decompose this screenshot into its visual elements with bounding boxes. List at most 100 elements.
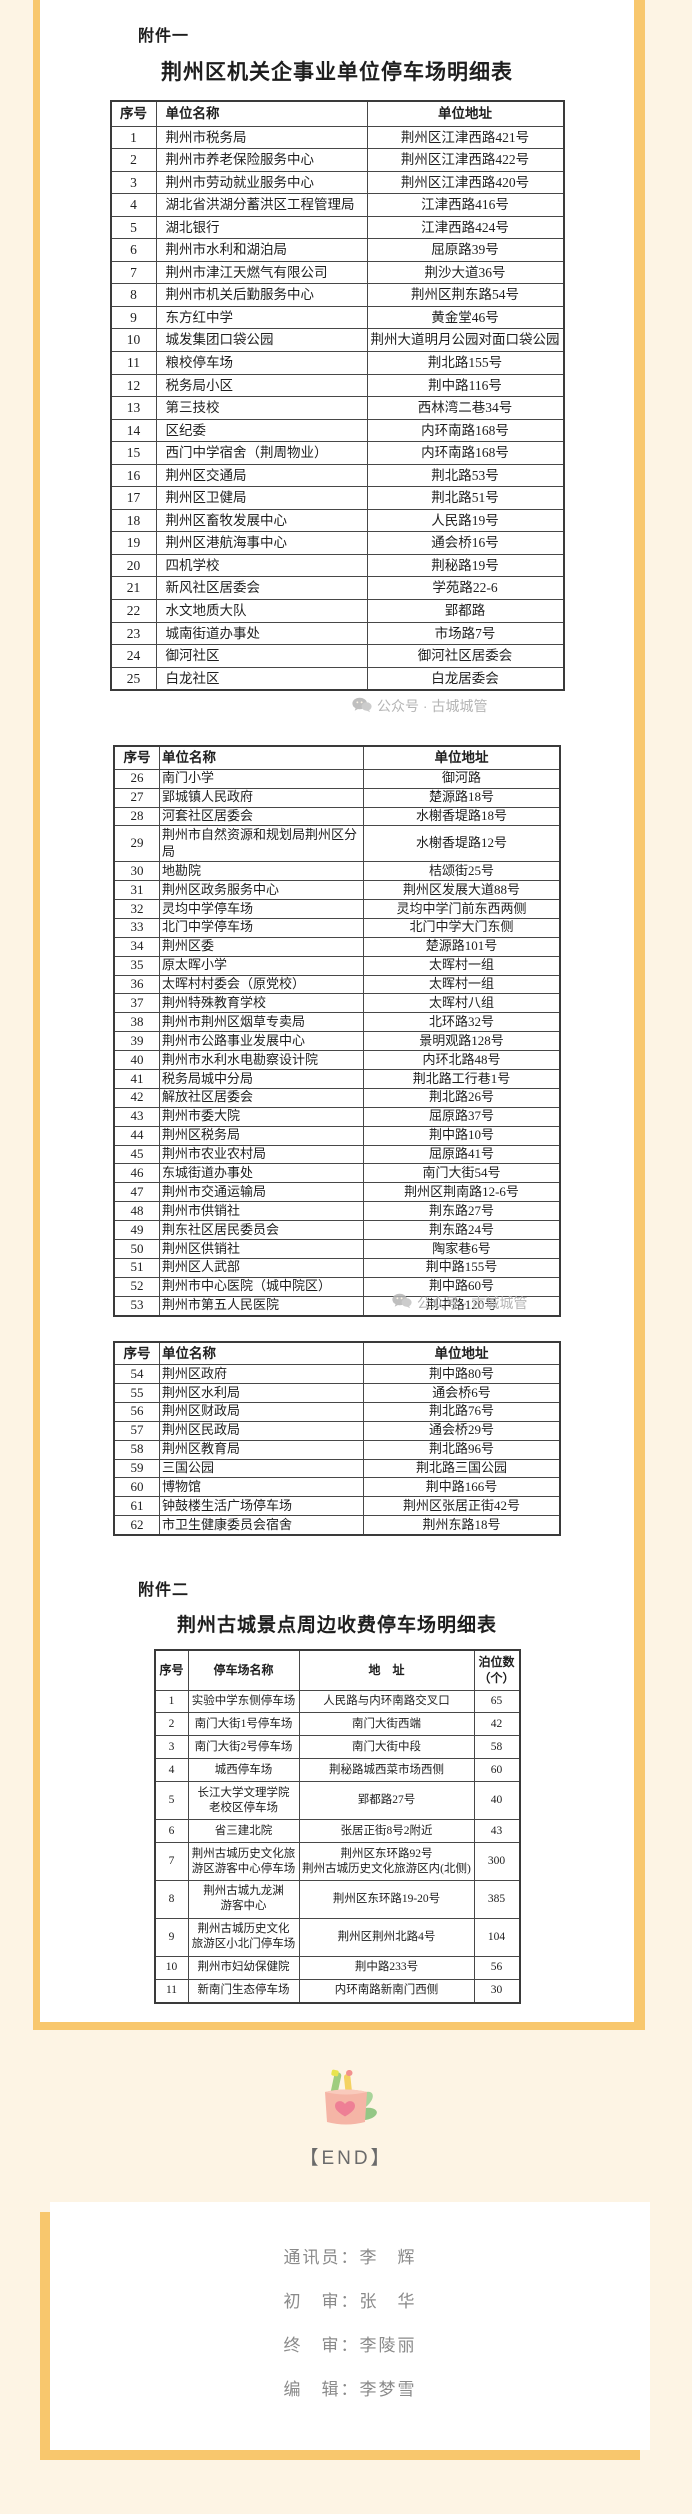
- table-row: 10 城发集团口袋公园 荆州大道明月公园对面口袋公园: [110, 328, 564, 353]
- table-cell: 省三建北院: [187, 1819, 300, 1844]
- table-row: 54 荆州区政府 荆中路80号: [113, 1364, 561, 1385]
- table-cell: 7: [154, 1842, 189, 1881]
- table-cell: 6: [110, 238, 157, 262]
- spacer: [40, 691, 634, 745]
- table-cell: 29: [113, 825, 160, 863]
- table-row: 3 南门大街2号停车场 南门大街中段 58: [154, 1735, 520, 1760]
- table-cell: 江津西路416号: [366, 193, 564, 217]
- table-cell: 58: [113, 1439, 160, 1460]
- column-header: 序号: [110, 100, 157, 127]
- column-header: 停车场名称: [187, 1649, 300, 1691]
- table-cell: 17: [110, 486, 157, 510]
- table-cell: 城南街道办事处: [155, 621, 368, 646]
- table-cell: 荆州区张居正街42号: [363, 1496, 561, 1517]
- table-cell: 58: [473, 1735, 520, 1760]
- table-cell: 22: [110, 599, 157, 623]
- table-cell: 通会桥6号: [363, 1383, 561, 1403]
- table-cell: 48: [113, 1201, 160, 1222]
- unit-table-2-wrap: 序号 单位名称 单位地址 26 南门小学 御河路 27 郢城镇人民政府 楚源路18号 28 河套社区…: [40, 745, 634, 1317]
- column-header: 单位名称: [159, 745, 364, 770]
- table-row: 52 荆州市中心医院（城中院区） 荆中路60号: [113, 1276, 561, 1297]
- table-cell: 54: [113, 1364, 160, 1385]
- table-row: 50 荆州区供销社 陶家巷6号: [113, 1239, 561, 1259]
- table-row: 18 荆州区畜牧发展中心 人民路19号: [110, 508, 564, 533]
- table-cell: 南门大街54号: [363, 1163, 561, 1184]
- article-main-panel: 附件一 荆州区机关企事业单位停车场明细表 序号 单位名称 单位地址 1 荆州市税务局 荆州…: [33, 0, 645, 2030]
- table-cell: 62: [113, 1515, 160, 1536]
- table-cell: 区纪委: [155, 418, 368, 443]
- table-cell: 8: [154, 1879, 189, 1919]
- table-cell: 荆州区江津西路420号: [366, 170, 564, 195]
- column-header: 地 址: [298, 1649, 475, 1691]
- table-cell: 荆州特殊教育学校: [159, 993, 364, 1014]
- table-cell: 水文地质大队: [155, 599, 368, 623]
- table-header-row: 序号 单位名称 单位地址: [113, 1341, 561, 1366]
- table-cell: 水榭香堤路18号: [363, 806, 561, 827]
- table-row: 39 荆州市公路事业发展中心 景明观路128号: [113, 1031, 561, 1052]
- table-cell: 11: [110, 351, 157, 375]
- table-cell: 粮校停车场: [155, 351, 368, 375]
- table-row: 44 荆州区税务局 荆中路10号: [113, 1125, 561, 1146]
- table-cell: 荆州市养老保险服务中心: [155, 148, 368, 172]
- table-cell: 荆州市农业农村局: [159, 1144, 364, 1165]
- table-cell: 新风社区居委会: [155, 576, 368, 601]
- table-cell: 内环北路48号: [363, 1050, 561, 1071]
- table-row: 28 河套社区居委会 水榭香堤路18号: [113, 806, 561, 827]
- table-cell: 荆州区荆东路54号: [366, 283, 564, 307]
- end-section: 【END】: [0, 2030, 692, 2198]
- end-marker: 【END】: [299, 2147, 393, 2169]
- table-row: 15 西门中学宿舍（荆周物业） 内环南路168号: [110, 441, 564, 465]
- paid-parking-table: 序号 停车场名称地 址泊位数 （个） 1 实验中学东侧停车场 人民路与内环南路交叉口 65…: [153, 1649, 521, 2004]
- table-cell: 南门大街1号停车场: [187, 1712, 300, 1737]
- table-row: 48 荆州市供销社 荆东路27号: [113, 1201, 561, 1222]
- table-cell: 博物馆: [159, 1477, 364, 1498]
- table-cell: 荆州市公路事业发展中心: [159, 1031, 364, 1052]
- table-row: 41 税务局城中分局 荆北路工行巷1号: [113, 1069, 561, 1089]
- table-cell: 荆州区发展大道88号: [363, 880, 561, 900]
- table-cell: 荆州市中心医院（城中院区）: [159, 1276, 364, 1297]
- table-row: 34 荆州区委 楚源路101号: [113, 936, 561, 957]
- unit-table-1-wrap: 序号 单位名称 单位地址 1 荆州市税务局 荆州区江津西路421号 2 荆州市养老保险服务中心…: [40, 100, 634, 714]
- table-cell: 楚源路18号: [363, 787, 561, 808]
- table-row: 37 荆州特殊教育学校 太晖村八组: [113, 993, 561, 1014]
- table-cell: 太晖村八组: [363, 993, 561, 1014]
- table-cell: 12: [110, 373, 157, 398]
- column-header: 单位地址: [363, 1341, 561, 1366]
- table-row: 56 荆州区财政局 荆北路76号: [113, 1401, 561, 1422]
- table-cell: 荆州区交通局: [155, 463, 368, 488]
- table-cell: 钟鼓楼生活广场停车场: [159, 1496, 364, 1517]
- table-cell: 市卫生健康委员会宿舍: [159, 1515, 364, 1536]
- table-cell: 学苑路22-6: [366, 576, 564, 601]
- table-cell: 税务局城中分局: [159, 1069, 364, 1089]
- table-cell: 荆州区政务服务中心: [159, 880, 364, 900]
- table-cell: 四机学校: [155, 553, 368, 578]
- table-row: 10 荆州市妇幼保健院 荆中路233号 56: [154, 1955, 520, 1980]
- table-cell: 荆州市供销社: [159, 1201, 364, 1222]
- table-cell: 荆州古城历史文化旅 游区游客中心停车场: [187, 1842, 300, 1881]
- table-cell: 南门大街中段: [298, 1735, 475, 1760]
- table-cell: 荆州区供销社: [159, 1239, 364, 1259]
- table-row: 62 市卫生健康委员会宿舍 荆州东路18号: [113, 1515, 561, 1536]
- table-cell: 人民路与内环南路交叉口: [298, 1689, 475, 1714]
- attachment1-title: 荆州区机关企事业单位停车场明细表: [161, 60, 513, 84]
- table-cell: 北门中学停车场: [159, 917, 364, 938]
- table-row: 45 荆州市农业农村局 屈原路41号: [113, 1144, 561, 1165]
- table-row: 47 荆州市交通运输局 荆州区荆南路12-6号: [113, 1182, 561, 1203]
- table-cell: 15: [110, 441, 157, 465]
- table-cell: 地勘院: [159, 861, 364, 882]
- table-cell: 北门中学大门东侧: [363, 917, 561, 938]
- table-cell: 荆北路工行巷1号: [363, 1069, 561, 1089]
- table-cell: 27: [113, 787, 160, 808]
- table-cell: 荆中路80号: [363, 1364, 561, 1385]
- table-cell: 荆中路155号: [363, 1257, 561, 1278]
- table-cell: 东方红中学: [155, 305, 368, 330]
- table-cell: 42: [113, 1087, 160, 1108]
- credit-line-editor: 编 辑：李梦雪: [283, 2379, 417, 2399]
- table-cell: 屈原路41号: [363, 1144, 561, 1165]
- table-cell: 荆北路76号: [363, 1401, 561, 1422]
- table-cell: 荆州区财政局: [159, 1401, 364, 1422]
- table-cell: 61: [113, 1496, 160, 1517]
- table-cell: 11: [154, 1978, 189, 2004]
- table-cell: 郢都路: [366, 599, 564, 623]
- table-cell: 33: [113, 917, 160, 938]
